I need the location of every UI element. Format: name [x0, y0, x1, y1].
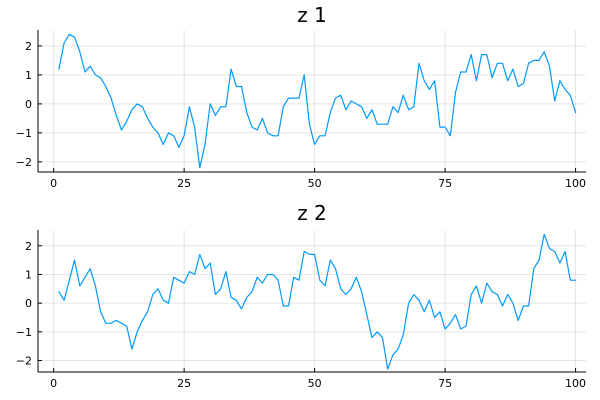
chart-panel-1: z 1 0 25 50 75 100 −2 −1 0 1 2 — [16, 3, 586, 190]
y-tick-label: 0 — [25, 98, 32, 111]
y-tick-label: 1 — [25, 69, 32, 82]
y-tick-label: −1 — [16, 326, 32, 339]
x-tick-label: 75 — [438, 377, 452, 390]
x-tick-label: 50 — [308, 377, 322, 390]
y-tick-label: 2 — [25, 40, 32, 53]
x-tick-label: 50 — [308, 177, 322, 190]
series-line — [58, 233, 577, 370]
chart-title: z 1 — [297, 3, 327, 27]
y-tick-label: 2 — [25, 240, 32, 253]
x-tick-label: 25 — [177, 377, 191, 390]
y-tick-label: −1 — [16, 127, 32, 140]
chart-panel-2: z 2 0 25 50 75 100 −2 −1 0 1 2 — [16, 201, 586, 390]
y-tick-label: 1 — [25, 268, 32, 281]
chart-title: z 2 — [297, 201, 327, 225]
x-tick-label: 0 — [50, 177, 57, 190]
x-tick-label: 100 — [565, 177, 586, 190]
series-line — [58, 33, 577, 169]
y-tick-label: 0 — [25, 297, 32, 310]
x-tick-label: 25 — [177, 177, 191, 190]
y-tick-label: −2 — [16, 355, 32, 368]
x-tick-label: 75 — [438, 177, 452, 190]
x-tick-label: 0 — [50, 377, 57, 390]
y-tick-label: −2 — [16, 156, 32, 169]
x-tick-label: 100 — [565, 377, 586, 390]
